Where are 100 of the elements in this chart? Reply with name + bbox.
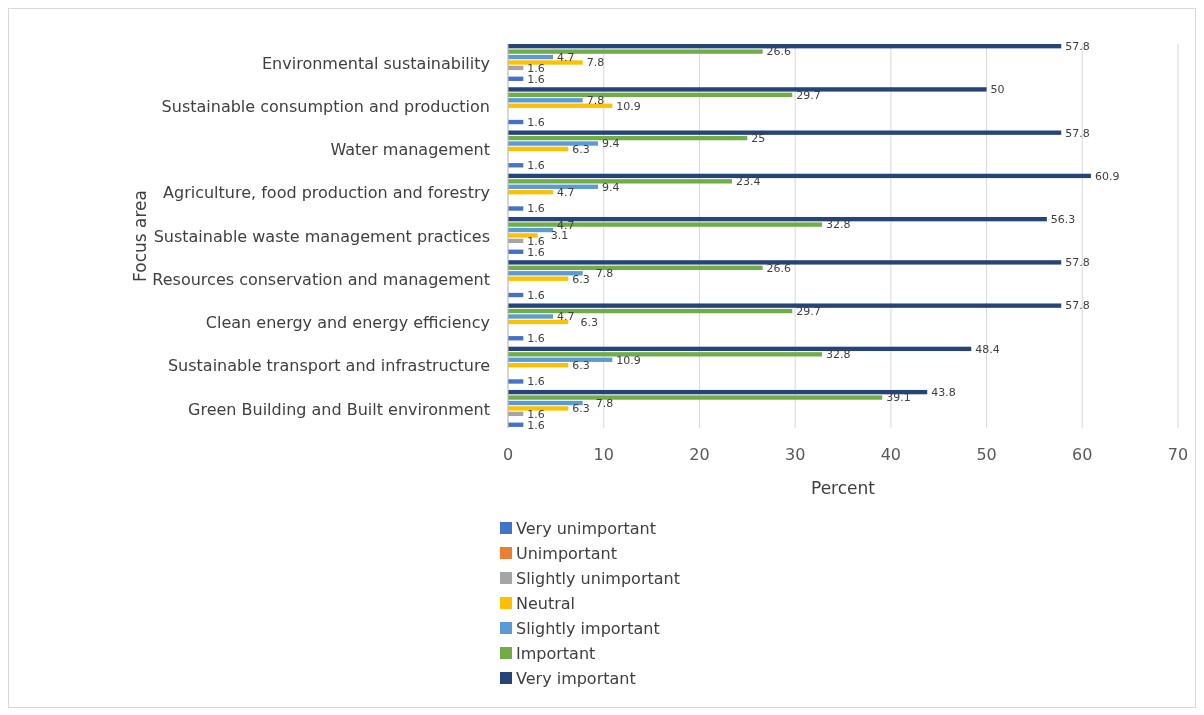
data-label: 6.3 — [580, 315, 598, 329]
bar — [508, 92, 793, 98]
legend-label: Neutral — [516, 593, 576, 613]
bar — [508, 271, 583, 276]
bar — [508, 319, 569, 325]
y-tick-label: Resources conservation and management — [152, 269, 490, 289]
bar — [508, 303, 1062, 308]
data-label: 9.4 — [601, 180, 620, 194]
y-axis-title: Focus area — [130, 190, 150, 282]
data-label: 1.6 — [527, 61, 545, 75]
data-label: 1.6 — [527, 202, 545, 216]
y-tick-label: Water management — [330, 140, 490, 160]
x-tick-label: 30 — [784, 445, 806, 464]
data-label: 6.3 — [572, 359, 590, 373]
y-tick-label: Clean energy and energy efficiency — [205, 313, 490, 333]
x-tick-label: 0 — [502, 445, 514, 464]
bar — [508, 233, 538, 238]
data-label: 26.6 — [766, 261, 792, 275]
bar — [508, 216, 1047, 222]
x-tick-label: 50 — [976, 445, 997, 464]
data-label: 32.8 — [825, 348, 851, 362]
bar — [508, 206, 524, 211]
data-label: 3.1 — [550, 229, 569, 243]
data-label: 1.6 — [527, 375, 545, 389]
data-label: 43.8 — [931, 385, 956, 399]
x-tick-label: 10 — [593, 445, 614, 464]
bar — [508, 49, 763, 54]
data-label: 7.8 — [586, 56, 605, 70]
bar — [508, 314, 553, 319]
y-tick-label: Agriculture, food production and forestry — [163, 183, 490, 203]
data-label: 4.7 — [556, 186, 575, 200]
data-label: 23.4 — [735, 175, 761, 189]
bar — [508, 98, 583, 103]
y-tick-label: Environmental sustainability — [261, 53, 490, 73]
legend-label: Slightly unimportant — [516, 568, 680, 588]
data-label: 1.6 — [527, 418, 545, 432]
data-label: 56.3 — [1050, 213, 1076, 226]
data-label: 10.9 — [616, 99, 641, 113]
bar — [508, 308, 793, 314]
data-label: 32.8 — [825, 218, 851, 232]
bar — [508, 352, 822, 357]
legend-label: Very important — [516, 668, 636, 688]
bar — [508, 173, 1091, 179]
bar — [508, 363, 569, 368]
data-label: 1.6 — [527, 332, 545, 346]
data-label: 6.3 — [572, 272, 590, 286]
data-label: 57.8 — [1065, 299, 1090, 313]
bar — [508, 346, 972, 352]
data-label: 7.8 — [595, 396, 614, 410]
x-tick-label: 60 — [1072, 445, 1093, 464]
bar — [508, 395, 883, 400]
data-label: 1.6 — [527, 159, 545, 173]
bar — [508, 130, 1062, 135]
data-label: 57.8 — [1065, 126, 1090, 140]
bar — [508, 146, 569, 152]
bar — [508, 141, 598, 146]
data-label: 4.7 — [556, 310, 575, 324]
data-label: 26.6 — [766, 45, 792, 59]
y-tick-label: Sustainable transport and infrastructure — [167, 356, 490, 376]
data-label: 57.8 — [1065, 40, 1090, 54]
legend-label: Important — [516, 643, 596, 663]
data-label: 9.4 — [601, 137, 620, 151]
data-label: 1.6 — [527, 407, 545, 421]
bar — [508, 103, 613, 108]
bar — [508, 179, 732, 184]
x-tick-label: 20 — [689, 445, 710, 464]
data-label: 1.6 — [527, 115, 545, 129]
data-label: 6.3 — [572, 402, 590, 416]
bar — [508, 260, 1062, 265]
data-label: 25 — [751, 131, 766, 145]
data-label: 57.8 — [1065, 256, 1090, 270]
y-tick-label: Sustainable waste management practices — [153, 226, 490, 246]
x-tick-label: 70 — [1167, 445, 1189, 464]
data-label: 1.6 — [527, 72, 545, 86]
data-label: 60.9 — [1094, 169, 1120, 183]
bar — [508, 406, 569, 411]
data-label: 7.8 — [595, 267, 614, 281]
y-tick-label: Green Building and Built environment — [188, 399, 490, 419]
y-tick-label: Sustainable consumption and production — [161, 96, 490, 116]
legend-label: Slightly important — [516, 618, 660, 638]
bar — [508, 135, 748, 141]
data-label: 6.3 — [572, 142, 590, 156]
data-label: 1.6 — [527, 234, 545, 248]
bar — [508, 60, 583, 65]
data-label: 1.6 — [527, 288, 545, 302]
bar — [508, 276, 569, 281]
legend-label: Very unimportant — [516, 518, 657, 538]
x-axis-title: Percent — [811, 478, 876, 498]
data-label: 1.6 — [527, 245, 545, 259]
data-label: 50 — [990, 83, 1005, 97]
data-label: 10.9 — [616, 353, 641, 367]
bar — [508, 190, 553, 195]
bar — [508, 379, 524, 384]
data-label: 29.7 — [796, 304, 821, 318]
legend-label: Unimportant — [516, 543, 617, 563]
data-label: 29.7 — [796, 88, 821, 102]
bar — [508, 87, 987, 92]
bar — [508, 400, 583, 406]
bar — [508, 265, 763, 270]
bar — [508, 222, 822, 227]
